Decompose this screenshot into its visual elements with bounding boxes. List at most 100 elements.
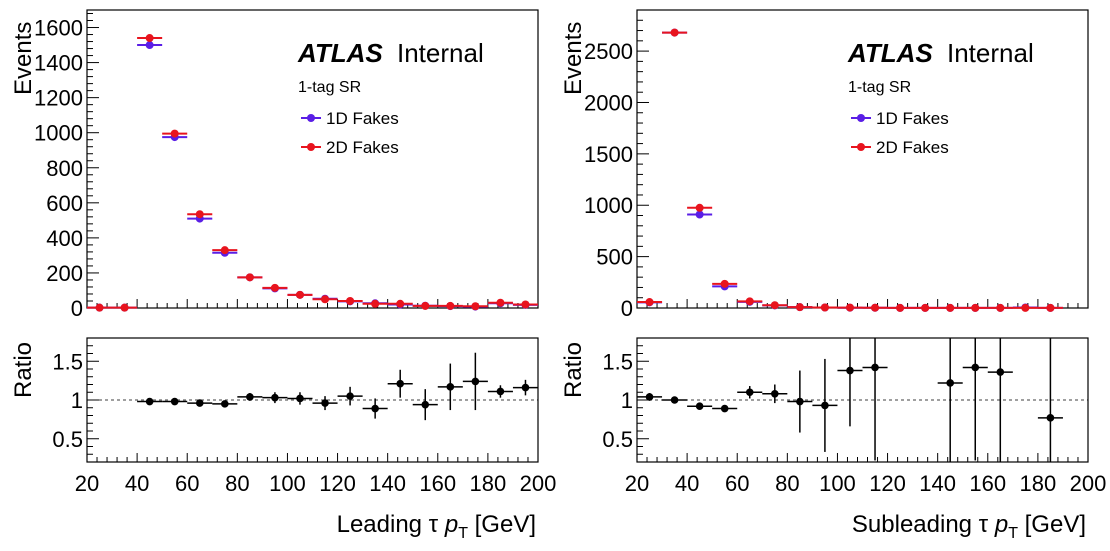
right-panel: 0 500 1000 1500 2000 2500 0.5 1 1.5 20 40 60 80 100… bbox=[560, 9, 1107, 542]
right-series1-point bbox=[871, 303, 880, 312]
left-xtick-label: 100 bbox=[269, 471, 306, 496]
right-ratio-point bbox=[821, 401, 829, 410]
right-xtick-label: 200 bbox=[1070, 471, 1107, 496]
left-xtick-label: 160 bbox=[419, 471, 456, 496]
left-ytick-top-label: 600 bbox=[46, 191, 83, 216]
right-series1-point bbox=[896, 303, 905, 312]
left-ytick-top-label: 800 bbox=[46, 156, 83, 181]
right-atlas-label: ATLAS bbox=[847, 38, 933, 68]
left-top-y-axis: 0 200 400 600 800 1000 1200 1400 1600 bbox=[34, 13, 99, 321]
left-xtick-label: 140 bbox=[369, 471, 406, 496]
left-ratio-point bbox=[371, 404, 379, 413]
left-series1-point bbox=[396, 299, 405, 308]
right-legend-1d-text: 1D Fakes bbox=[876, 109, 949, 128]
left-x-label-unit: [GeV] bbox=[468, 511, 536, 538]
right-ratio-point bbox=[796, 397, 804, 406]
left-ytick-top-label: 400 bbox=[46, 226, 83, 251]
right-top-y-axis: 0 500 1000 1500 2000 2500 bbox=[584, 9, 649, 321]
left-ratio-point bbox=[170, 397, 179, 406]
left-series1-point bbox=[95, 303, 104, 312]
right-legend-2d-text: 2D Fakes bbox=[876, 138, 949, 157]
left-ratio-marks bbox=[137, 352, 538, 421]
left-panel: 0 200 400 600 800 1000 1200 1400 1600 0.5 1 1.5 20… bbox=[10, 9, 557, 542]
left-series1-point bbox=[521, 300, 530, 309]
right-region-label: 1-tag SR bbox=[848, 79, 911, 96]
right-series1-point bbox=[996, 303, 1005, 312]
right-series1-point bbox=[921, 303, 930, 312]
right-legend: 1D Fakes 2D Fakes bbox=[851, 109, 949, 157]
left-ytick-bottom-label: 0.5 bbox=[52, 427, 83, 452]
right-internal-label: Internal bbox=[947, 38, 1034, 68]
left-series1-point bbox=[220, 246, 229, 255]
left-x-label-p: p bbox=[444, 511, 458, 538]
left-ytick-bottom-label: 1 bbox=[71, 388, 83, 413]
left-legend-1d-text: 1D Fakes bbox=[326, 109, 399, 128]
left-y-label-top: Events bbox=[10, 22, 37, 95]
left-ratio-point bbox=[221, 400, 229, 408]
left-series1-point bbox=[496, 298, 505, 307]
left-ytick-top-label: 1000 bbox=[34, 121, 83, 146]
left-xtick-label: 120 bbox=[319, 471, 356, 496]
right-legend-1d-marker bbox=[857, 114, 865, 122]
left-bottom-y-axis: 0.5 1 1.5 bbox=[52, 337, 99, 455]
left-ratio-point bbox=[421, 400, 430, 409]
right-ratio-point bbox=[871, 363, 879, 372]
right-ratio-point bbox=[745, 388, 754, 397]
left-x-label-main: Leading τ bbox=[337, 511, 445, 538]
right-xtick-label: 60 bbox=[725, 471, 749, 496]
right-ratio-point bbox=[971, 363, 980, 372]
right-xtick-label: 160 bbox=[969, 471, 1006, 496]
left-ytick-top-label: 200 bbox=[46, 261, 83, 286]
right-x-label: Subleading τ pT [GeV] bbox=[852, 511, 1086, 542]
right-ytick-bottom-label: 0.5 bbox=[602, 427, 633, 452]
left-x-label-sub: T bbox=[458, 525, 468, 542]
left-series1-point bbox=[321, 295, 330, 304]
right-series1-point bbox=[1021, 303, 1030, 312]
right-x-label-unit: [GeV] bbox=[1018, 511, 1086, 538]
right-ratio-point bbox=[695, 402, 704, 411]
left-series1-point bbox=[471, 302, 480, 311]
right-series1-point bbox=[1046, 303, 1055, 312]
left-top-marks bbox=[87, 34, 538, 312]
left-ratio-point bbox=[321, 399, 329, 407]
right-ytick-bottom-label: 1.5 bbox=[602, 349, 633, 374]
right-ratio-point bbox=[996, 368, 1005, 376]
right-xtick-label: 40 bbox=[675, 471, 699, 496]
left-ytick-top-label: 1200 bbox=[34, 86, 83, 111]
right-ytick-top-label: 1000 bbox=[584, 193, 633, 218]
right-ratio-point bbox=[946, 379, 954, 387]
right-x-axis: 20 40 60 80 100 120 140 160 180 200 bbox=[625, 299, 1107, 496]
left-x-axis: 20 40 60 80 100 120 140 160 180 200 bbox=[75, 299, 557, 496]
right-xtick-label: 80 bbox=[775, 471, 799, 496]
left-legend: 1D Fakes 2D Fakes bbox=[301, 109, 399, 157]
left-series0-point bbox=[145, 41, 154, 50]
left-top-frame bbox=[86, 9, 539, 309]
right-y-label-bottom: Ratio bbox=[560, 342, 587, 398]
left-series1-point bbox=[195, 210, 204, 219]
left-legend-2d-text: 2D Fakes bbox=[326, 138, 399, 157]
right-ytick-top-label: 0 bbox=[621, 296, 633, 321]
left-series1-point bbox=[145, 34, 154, 43]
right-series1-point bbox=[745, 297, 754, 306]
left-xtick-label: 200 bbox=[520, 471, 557, 496]
right-series0-point bbox=[695, 210, 704, 219]
right-ytick-top-label: 1500 bbox=[584, 142, 633, 167]
right-ratio-point bbox=[771, 390, 779, 398]
right-x-label-p: p bbox=[994, 511, 1008, 538]
right-ratio-point bbox=[720, 404, 729, 413]
left-series1-point bbox=[295, 290, 304, 299]
left-series1-point bbox=[270, 283, 279, 292]
left-legend-2d-marker bbox=[307, 143, 315, 151]
right-series1-point bbox=[645, 298, 654, 307]
left-legend-1d-marker bbox=[307, 114, 315, 122]
right-xtick-label: 120 bbox=[869, 471, 906, 496]
left-xtick-label: 80 bbox=[225, 471, 249, 496]
right-top-marks bbox=[637, 28, 1063, 312]
right-ratio-point bbox=[670, 396, 679, 404]
right-series1-point bbox=[946, 303, 955, 312]
left-ytick-bottom-label: 1.5 bbox=[52, 349, 83, 374]
right-x-label-main: Subleading τ bbox=[852, 511, 995, 538]
left-ratio-point bbox=[246, 393, 254, 401]
left-ytick-top-label: 1400 bbox=[34, 51, 83, 76]
